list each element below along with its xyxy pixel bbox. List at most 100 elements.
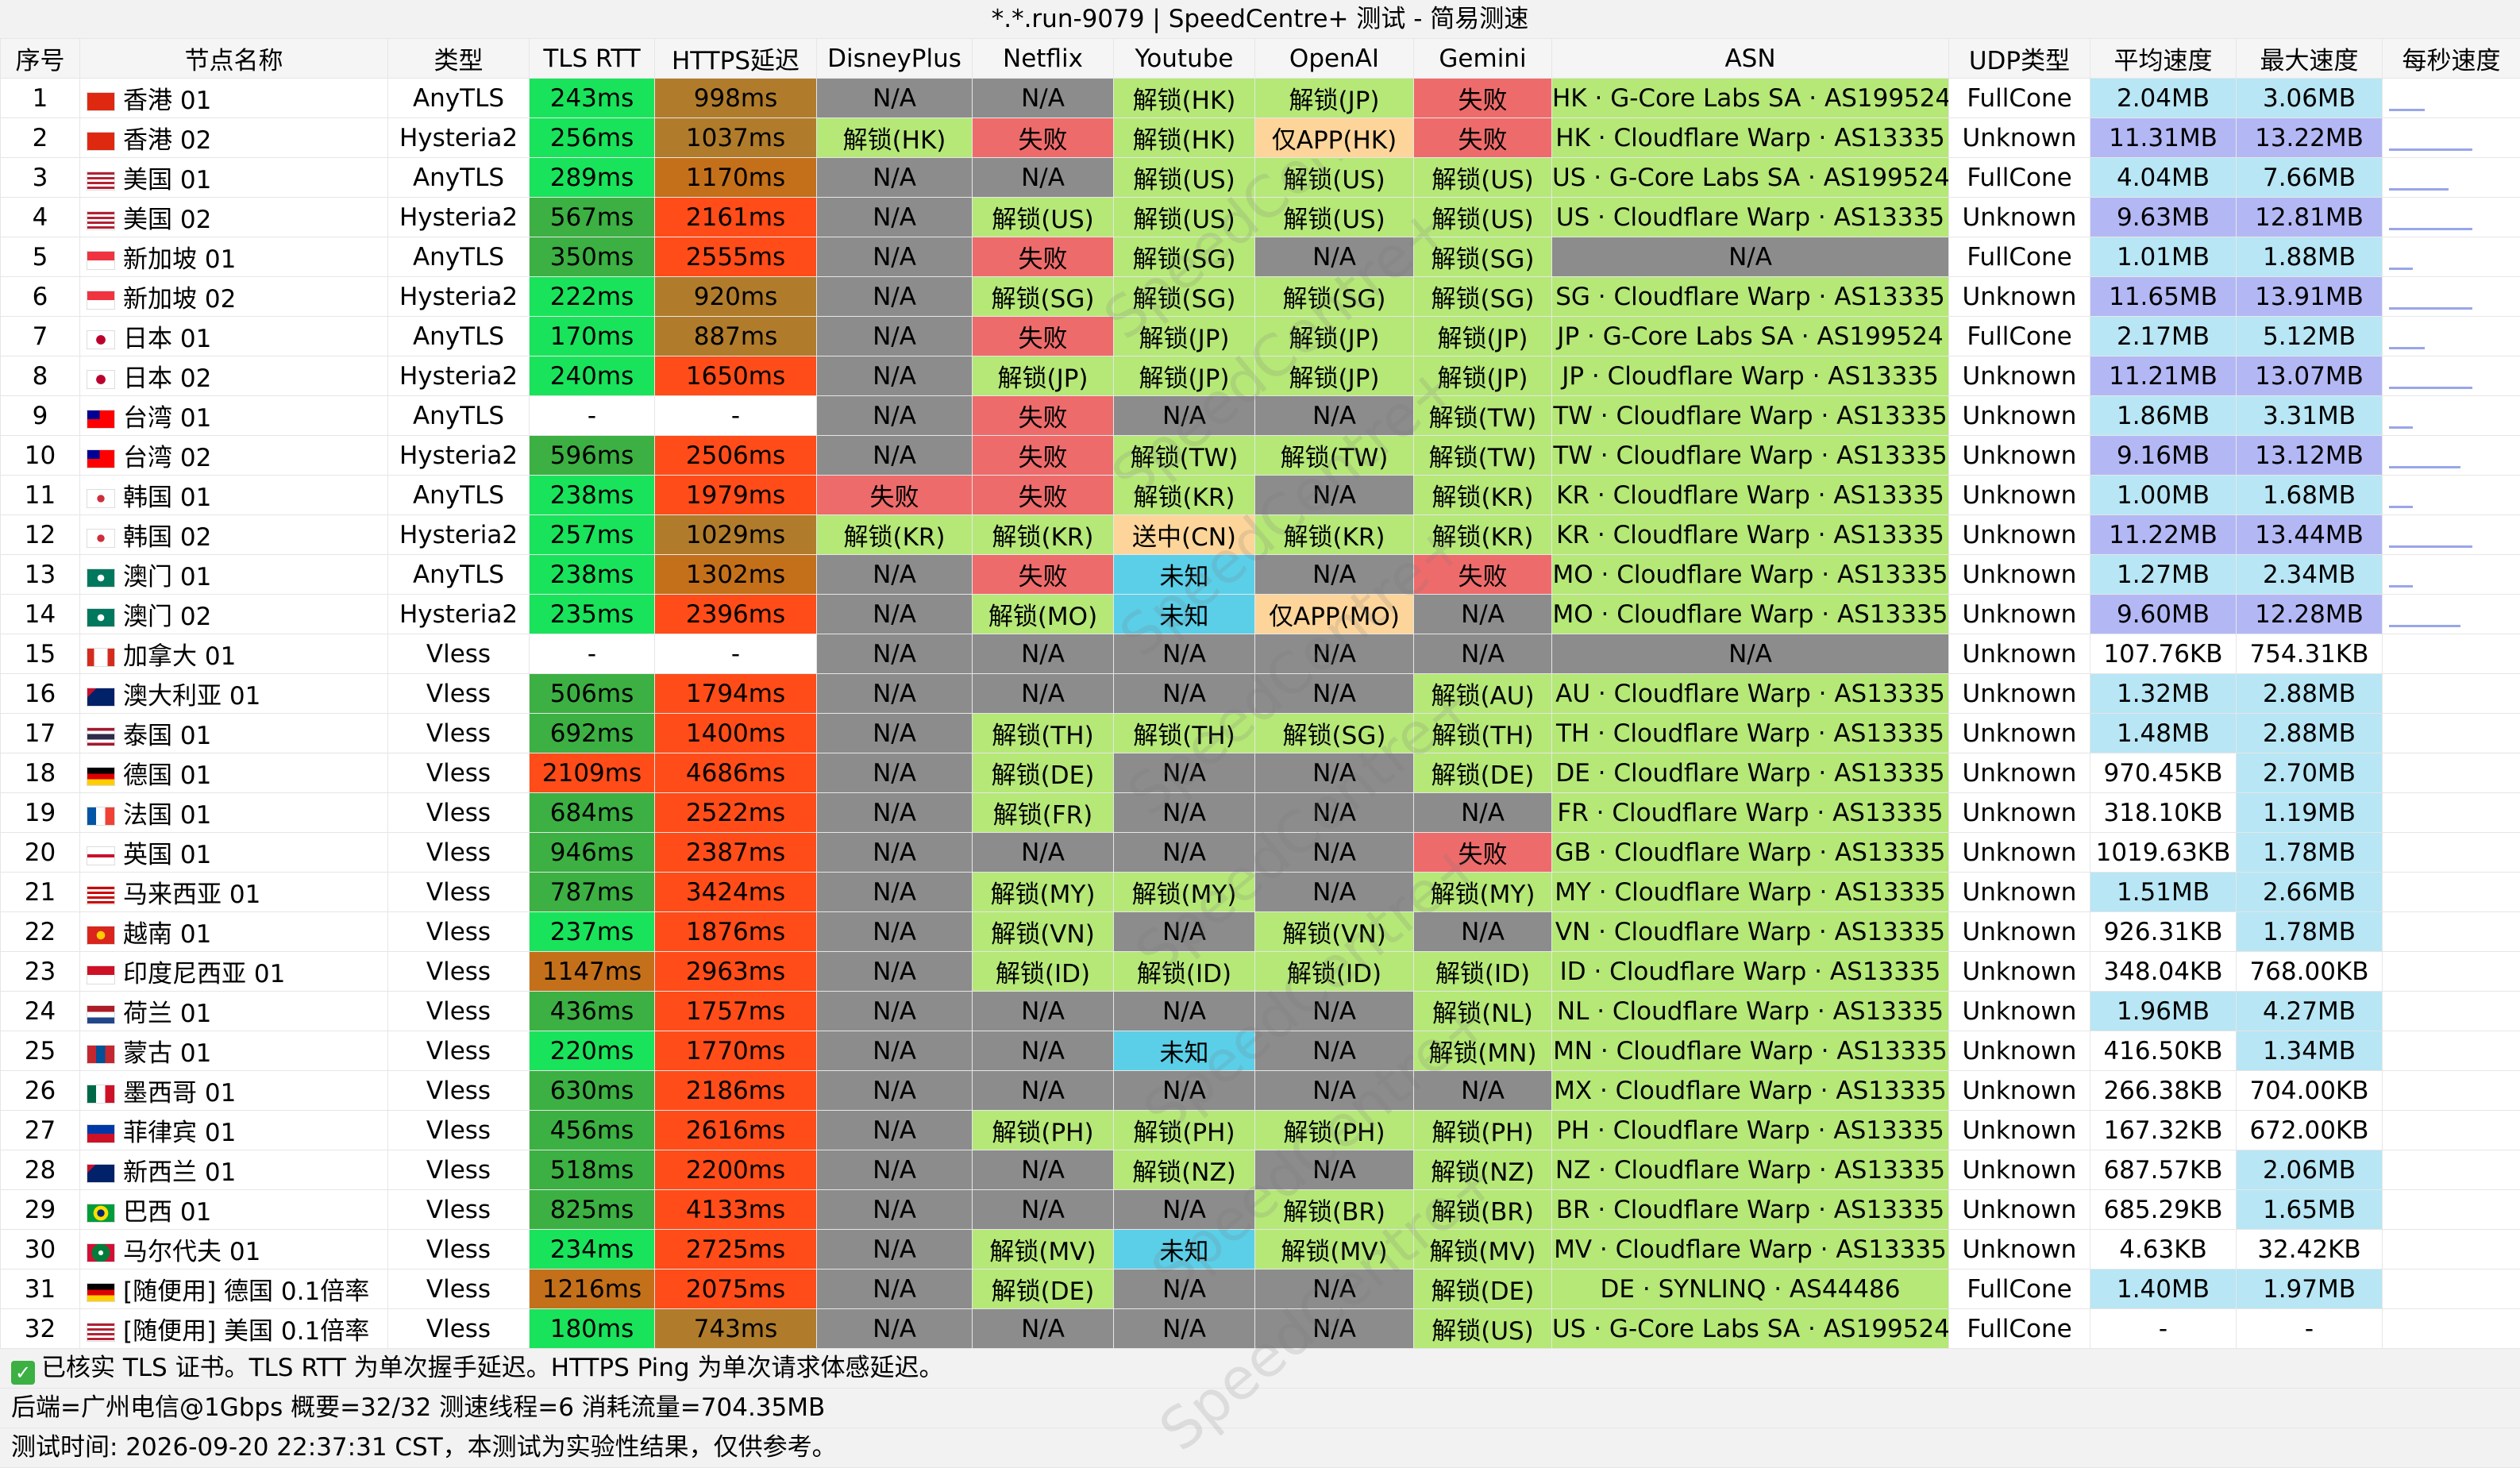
cell-node-name: 美国 01 [80,158,388,198]
col-header-avg[interactable]: 平均速度 [2090,39,2237,79]
col-header-disney[interactable]: DisneyPlus [817,39,973,79]
cell-max: 1.88MB [2237,237,2383,277]
cell-udp: Unknown [1949,1111,2090,1150]
cell-max: 13.07MB [2237,356,2383,396]
speed-sparkline [2383,1071,2520,1111]
col-header-name[interactable]: 节点名称 [80,39,388,79]
cell-id: 15 [1,634,80,674]
col-header-openai[interactable]: OpenAI [1255,39,1414,79]
speed-sparkline [2383,356,2520,396]
cell-udp: Unknown [1949,793,2090,833]
cell-https: 2963ms [655,952,817,992]
footer-text-tls: 已核实 TLS 证书。TLS RTT 为单次握手延迟。HTTPS Ping 为单… [41,1354,943,1382]
cell-node-name: 韩国 01 [80,476,388,515]
cell-max: 1.78MB [2237,833,2383,873]
cell-node-name: 加拿大 01 [80,634,388,674]
cell-openai: 解锁(PH) [1255,1111,1414,1150]
cell-id: 23 [1,952,80,992]
node-name-text: 韩国 02 [123,523,211,552]
col-header-persec[interactable]: 每秒速度 [2383,39,2520,79]
cell-tls: 220ms [530,1031,655,1071]
cell-id: 28 [1,1150,80,1190]
cell-asn: N/A [1552,634,1949,674]
col-header-netflix[interactable]: Netflix [973,39,1114,79]
cell-tls: 692ms [530,714,655,753]
col-header-youtube[interactable]: Youtube [1114,39,1255,79]
cell-youtube: 解锁(JP) [1114,317,1255,356]
cell-youtube: N/A [1114,912,1255,952]
cell-disney: N/A [817,237,973,277]
cell-youtube: 解锁(JP) [1114,356,1255,396]
cell-https: 2522ms [655,793,817,833]
cell-udp: Unknown [1949,992,2090,1031]
cell-type: Hysteria2 [388,277,530,317]
cell-max: 12.28MB [2237,595,2383,634]
cell-avg: 11.65MB [2090,277,2237,317]
cell-udp: Unknown [1949,277,2090,317]
node-name-text: 德国 01 [123,761,211,790]
cell-disney: N/A [817,1111,973,1150]
col-header-asn[interactable]: ASN [1552,39,1949,79]
col-header-https[interactable]: HTTPS延迟 [655,39,817,79]
cell-type: AnyTLS [388,158,530,198]
cell-openai: 解锁(SG) [1255,277,1414,317]
cell-openai: N/A [1255,992,1414,1031]
cell-gemini: 解锁(AU) [1414,674,1552,714]
flag-ca-icon [87,648,115,667]
flag-hk-icon [87,92,115,111]
cell-openai: N/A [1255,1150,1414,1190]
col-header-tls[interactable]: TLS RTT [530,39,655,79]
col-header-gemini[interactable]: Gemini [1414,39,1552,79]
cell-gemini: 解锁(JP) [1414,317,1552,356]
cell-tls: 567ms [530,198,655,237]
cell-avg: 4.04MB [2090,158,2237,198]
col-header-type[interactable]: 类型 [388,39,530,79]
cell-https: 2616ms [655,1111,817,1150]
cell-netflix: 失败 [973,555,1114,595]
cell-netflix: N/A [973,674,1114,714]
col-header-id[interactable]: 序号 [1,39,80,79]
speed-sparkline [2383,1031,2520,1071]
cell-youtube: N/A [1114,396,1255,436]
col-header-udp[interactable]: UDP类型 [1949,39,2090,79]
cell-youtube: 解锁(TW) [1114,436,1255,476]
col-header-max[interactable]: 最大速度 [2237,39,2383,79]
cell-avg: 167.32KB [2090,1111,2237,1150]
cell-https: 2186ms [655,1071,817,1111]
speed-sparkline-bar [2389,426,2413,429]
flag-tw-icon [87,449,115,468]
